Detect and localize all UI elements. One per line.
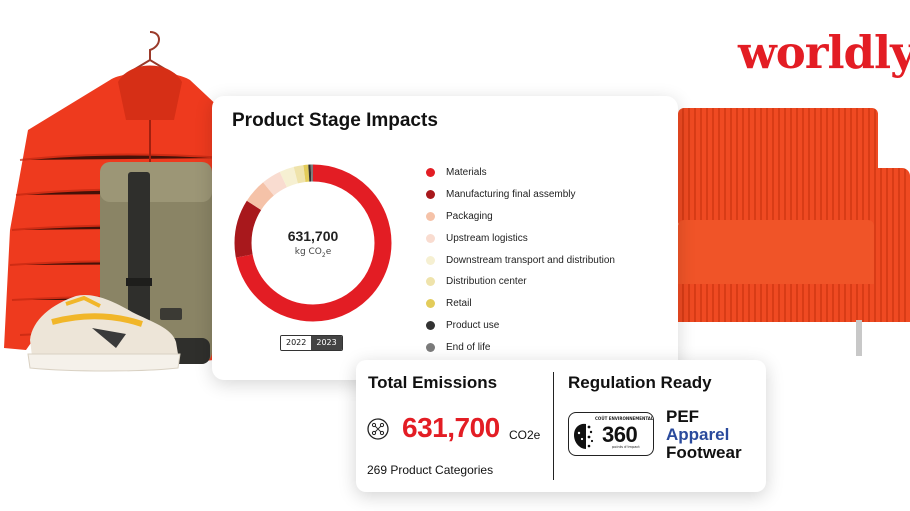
legend-swatch [426,320,435,330]
legend-swatch [426,277,435,287]
badge-heading: COÛT ENVIRONNEMENTAL [595,416,654,421]
chart-title: Product Stage Impacts [232,110,438,131]
legend-item: Distribution center [426,271,615,293]
legend-item: Manufacturing final assembly [426,184,615,206]
badge-number: 360 [602,422,638,447]
donut-chart [234,164,392,322]
legend-label: Product use [446,319,500,331]
legend-label: Downstream transport and distribution [446,254,615,266]
legend-item: Packaging [426,206,615,228]
year-toggle: 2022 2023 [280,335,343,351]
pef-line-3: Footwear [666,443,742,462]
donut-total-value: 631,700 [287,227,339,244]
total-emissions-unit: CO2e [509,428,541,442]
legend-item: Upstream logistics [426,227,615,249]
legend-swatch [426,233,435,243]
donut-slice-1 [234,164,392,322]
badge-subtext: points d'impact [612,445,640,449]
legend-label: Manufacturing final assembly [446,189,576,201]
legend-label: Packaging [446,210,493,222]
environmental-cost-badge: COÛT ENVIRONNEMENTAL 360 points d'impact [568,412,654,456]
legend-label: Distribution center [446,276,527,288]
legend-item: End of life [426,336,615,358]
donut-center: 631,700 kg CO2e [230,160,396,326]
pef-line-2: Apparel [666,425,730,444]
legend-label: Materials [446,167,487,179]
donut-total-unit: kg CO2e [294,246,332,259]
legend-swatch [426,190,435,200]
red-armchair-image [678,108,910,356]
total-emissions-title: Total Emissions [368,373,498,392]
sneaker-image [27,294,181,372]
donut-slice-8 [234,164,392,322]
year-2022-button[interactable]: 2022 [281,336,312,350]
legend-item: Product use [426,315,615,337]
emissions-regulation-card: Total Emissions 631,700 CO2e 269 Product… [356,360,766,492]
regulation-ready-title: Regulation Ready [568,373,712,392]
legend-label: Upstream logistics [446,232,528,244]
impact-scale-icon [574,423,594,449]
molecule-icon [367,418,389,440]
pef-line-1: PEF [666,407,700,426]
legend-swatch [426,168,435,178]
legend-swatch [426,255,435,265]
vertical-divider [553,372,554,480]
worldly-logo: worldly [738,26,910,79]
total-emissions-value: 631,700 [402,412,500,443]
legend-item: Retail [426,293,615,315]
product-stage-impacts-card: Product Stage Impacts 631,700 kg CO2e 20… [212,96,678,380]
pef-label: PEF Apparel Footwear [666,408,742,462]
chart-legend: Materials Manufacturing final assembly Pac… [426,162,615,358]
legend-label: Retail [446,298,472,310]
legend-swatch [426,342,435,352]
legend-item: Downstream transport and distribution [426,249,615,271]
legend-swatch [426,299,435,309]
legend-swatch [426,211,435,221]
legend-label: End of life [446,341,491,353]
product-categories-count: 269 Product Categories [367,463,494,477]
legend-item: Materials [426,162,615,184]
year-2023-button[interactable]: 2023 [311,336,342,350]
